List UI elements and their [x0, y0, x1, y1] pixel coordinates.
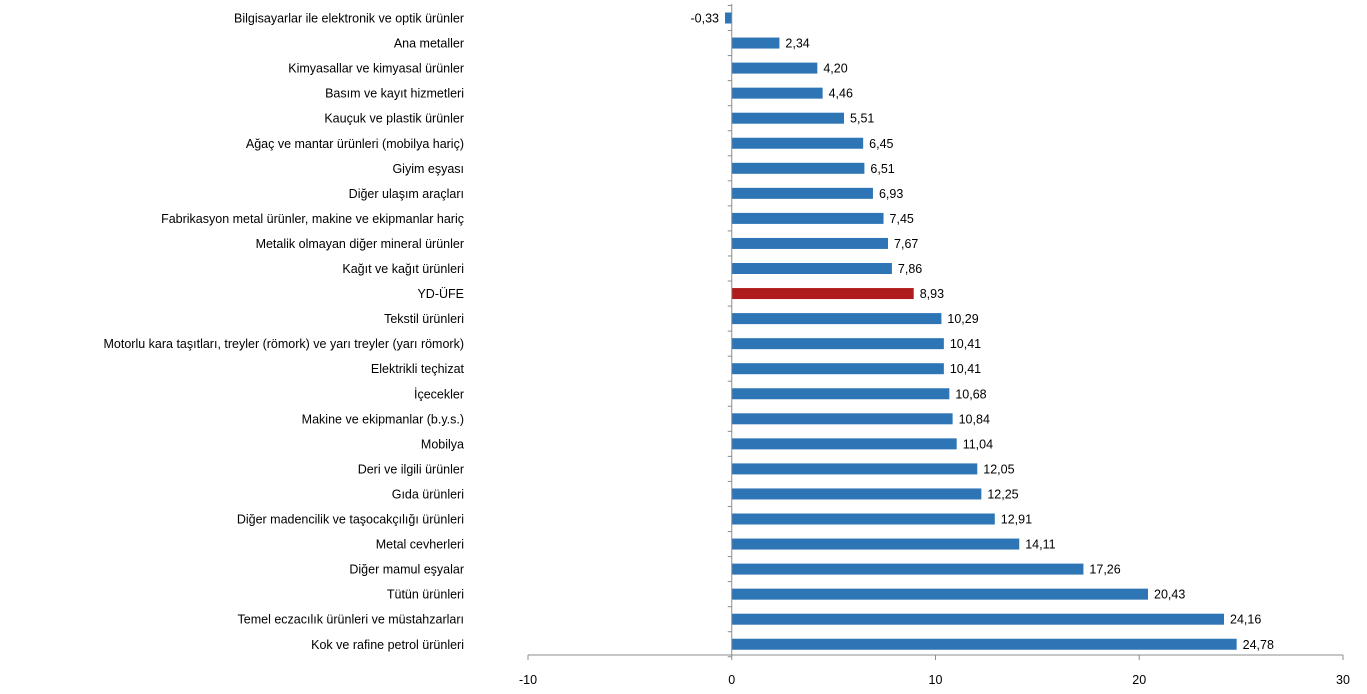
category-label: Bilgisayarlar ile elektronik ve optik ür…: [234, 12, 464, 26]
value-label: 12,25: [987, 487, 1018, 501]
bar: [731, 338, 944, 350]
category-label: Kauçuk ve plastik ürünler: [324, 112, 464, 126]
value-labels-group: -0,33 2,34 4,20 4,46 5,51 6,45 6,51 6,93 7,45 7,6…: [691, 12, 1274, 652]
value-label: 4,20: [823, 62, 847, 76]
category-label: İçecekler: [414, 387, 464, 401]
value-label: 10,41: [950, 362, 981, 376]
value-label: 6,45: [869, 137, 893, 151]
category-labels-group: Bilgisayarlar ile elektronik ve optik ür…: [104, 12, 465, 652]
axes-group: -10 0 10 20 30: [519, 4, 1350, 687]
value-label: 11,04: [963, 437, 993, 451]
value-label: 4,46: [829, 87, 853, 101]
bar: [731, 488, 982, 500]
value-label: 10,68: [955, 387, 986, 401]
bar: [731, 313, 942, 325]
value-label: 24,16: [1230, 613, 1261, 627]
value-label: 7,86: [898, 262, 922, 276]
x-tick-label: 0: [728, 673, 735, 687]
bar: [731, 388, 950, 400]
category-label: Tütün ürünleri: [387, 588, 464, 602]
bar: [731, 513, 995, 525]
value-label: 10,84: [959, 412, 990, 426]
bar: [731, 212, 884, 224]
category-label: Diğer mamul eşyalar: [349, 563, 464, 577]
category-label: Metal cevherleri: [376, 538, 464, 552]
category-label: Ana metaller: [394, 37, 464, 51]
value-label: 8,93: [920, 287, 944, 301]
value-label: 14,11: [1025, 538, 1055, 552]
category-label: Diğer ulaşım araçları: [349, 187, 464, 201]
bar: [731, 112, 845, 124]
bar: [731, 87, 823, 99]
value-label: 5,51: [850, 112, 874, 126]
bar-highlight: [731, 288, 914, 300]
category-label: Makine ve ekipmanlar (b.y.s.): [302, 412, 464, 426]
bar: [731, 538, 1020, 550]
value-label: 6,93: [879, 187, 903, 201]
bar: [731, 187, 873, 199]
bar: [731, 563, 1084, 575]
category-label: Kağıt ve kağıt ürünleri: [342, 262, 464, 276]
category-label: Motorlu kara taşıtları, treyler (römork)…: [104, 337, 464, 351]
bar: [725, 12, 732, 24]
bar: [731, 638, 1237, 650]
bar: [731, 363, 944, 375]
category-label: Deri ve ilgili ürünler: [358, 462, 464, 476]
category-label: YD-ÜFE: [417, 287, 464, 301]
category-label: Elektrikli teçhizat: [371, 362, 465, 376]
value-label: 24,78: [1243, 638, 1274, 652]
value-label: 7,67: [894, 237, 918, 251]
bar: [731, 62, 818, 74]
category-label: Tekstil ürünleri: [384, 312, 464, 326]
bar: [731, 263, 892, 274]
bar: [731, 463, 978, 475]
category-label: Temel eczacılık ürünleri ve müstahzarlar…: [238, 613, 464, 627]
category-label: Mobilya: [421, 437, 464, 451]
bar: [731, 162, 865, 174]
value-label: -0,33: [691, 12, 720, 26]
value-label: 10,29: [947, 312, 978, 326]
category-label: Gıda ürünleri: [392, 487, 464, 501]
bars-group: [725, 12, 1237, 650]
value-label: 2,34: [785, 37, 809, 51]
value-label: 6,51: [870, 162, 894, 176]
bar: [731, 613, 1225, 625]
value-label: 17,26: [1089, 563, 1120, 577]
category-label: Metalik olmayan diğer mineral ürünler: [256, 237, 464, 251]
bar: [731, 237, 889, 249]
bar: [731, 438, 957, 450]
bar: [731, 37, 780, 49]
category-label: Fabrikasyon metal ürünler, makine ve eki…: [161, 212, 464, 226]
value-label: 12,05: [983, 462, 1014, 476]
bar: [731, 137, 864, 149]
value-label: 12,91: [1001, 513, 1032, 527]
category-label: Ağaç ve mantar ürünleri (mobilya hariç): [246, 137, 464, 151]
value-label: 7,45: [890, 212, 914, 226]
category-label: Giyim eşyası: [392, 162, 464, 176]
x-tick-label: 30: [1336, 673, 1350, 687]
category-label: Diğer madencilik ve taşocakçılığı ürünle…: [237, 513, 464, 527]
bar: [731, 588, 1149, 600]
x-tick-label: 10: [929, 673, 943, 687]
category-label: Kok ve rafine petrol ürünleri: [311, 638, 464, 652]
value-label: 20,43: [1154, 588, 1185, 602]
category-label: Kimyasallar ve kimyasal ürünler: [288, 62, 464, 76]
bar: [731, 413, 953, 425]
category-label: Basım ve kayıt hizmetleri: [325, 87, 464, 101]
x-tick-label: 20: [1132, 673, 1146, 687]
value-label: 10,41: [950, 337, 981, 351]
x-tick-label: -10: [519, 673, 537, 687]
